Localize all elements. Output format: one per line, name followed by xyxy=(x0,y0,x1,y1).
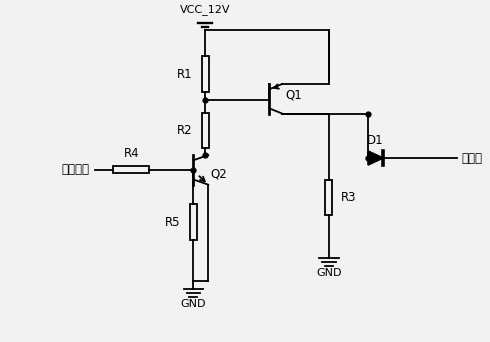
Text: R4: R4 xyxy=(123,147,139,160)
Text: 接单片机: 接单片机 xyxy=(62,163,90,176)
Text: VCC_12V: VCC_12V xyxy=(180,4,230,15)
Text: R2: R2 xyxy=(177,124,193,137)
Bar xyxy=(190,205,197,240)
Text: 输出端: 输出端 xyxy=(462,152,483,165)
Text: GND: GND xyxy=(316,267,342,278)
Text: D1: D1 xyxy=(367,134,383,147)
Text: R3: R3 xyxy=(341,191,356,204)
Text: R1: R1 xyxy=(177,68,193,81)
Text: R5: R5 xyxy=(165,216,181,229)
Bar xyxy=(202,56,209,92)
Text: Q1: Q1 xyxy=(285,88,302,101)
Bar xyxy=(202,113,209,148)
Bar xyxy=(325,180,332,215)
Bar xyxy=(114,167,149,173)
Text: GND: GND xyxy=(181,299,206,309)
Text: Q2: Q2 xyxy=(210,167,227,180)
Polygon shape xyxy=(368,151,383,165)
